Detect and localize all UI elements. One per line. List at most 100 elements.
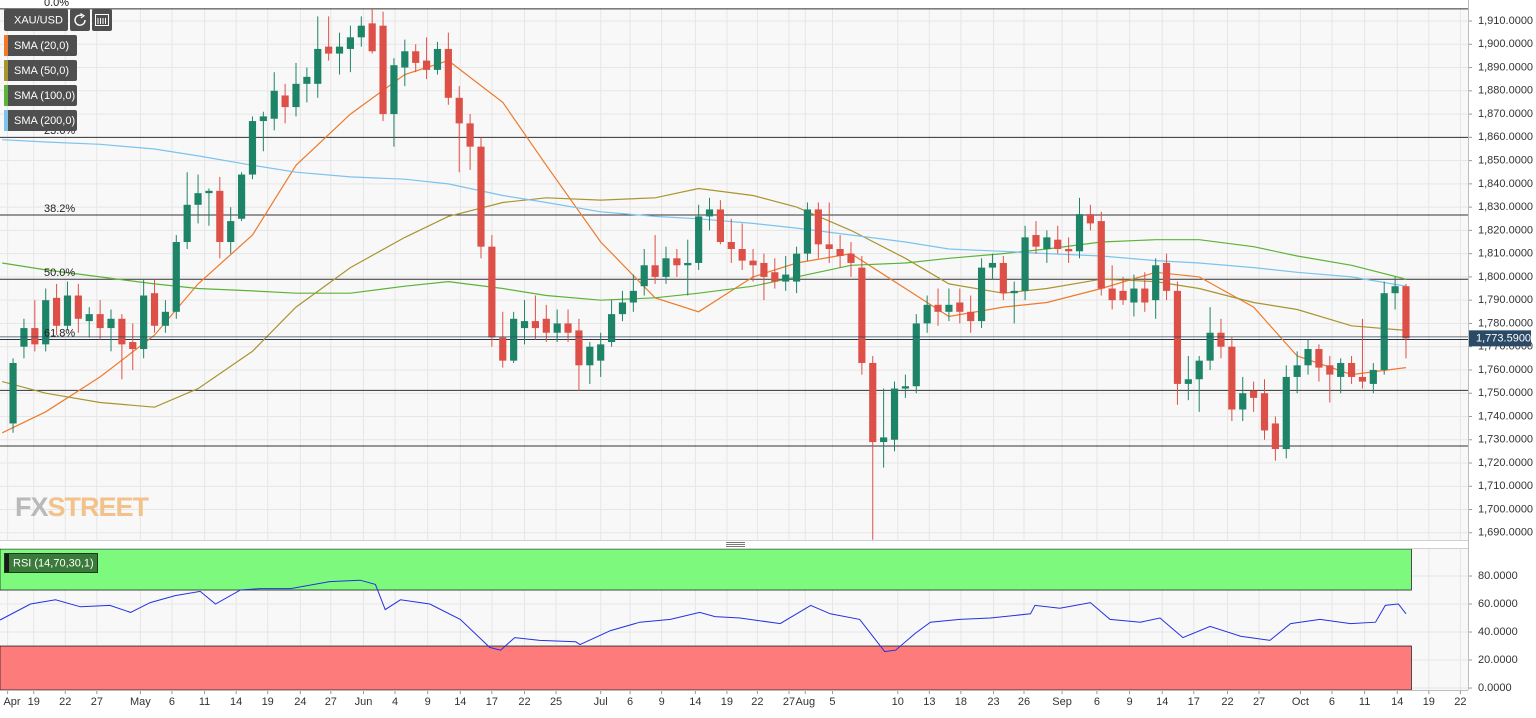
- candle-body: [814, 209, 822, 245]
- x-tick-label: 9: [659, 696, 665, 708]
- candle-body: [9, 362, 17, 424]
- candle-body: [401, 51, 409, 68]
- candle-body: [869, 362, 877, 443]
- candle-body: [760, 262, 768, 277]
- candle-body: [890, 388, 899, 440]
- candle-body: [1075, 214, 1084, 252]
- candle-body: [825, 244, 833, 249]
- indicator-legend[interactable]: SMA (100,0): [4, 85, 77, 106]
- y-tick-label: 1,720.0000: [1478, 457, 1533, 469]
- candle-body: [553, 323, 561, 333]
- y-tick-label: 1,760.0000: [1478, 364, 1533, 376]
- candle-body: [945, 304, 953, 312]
- candle-body: [1228, 346, 1236, 410]
- indicator-legend[interactable]: SMA (20,0): [4, 35, 77, 56]
- candle-body: [118, 318, 126, 345]
- y-tick-label: 1,800.0000: [1478, 271, 1533, 283]
- rsi-legend-bg: [4, 553, 98, 573]
- x-tick-label: 14: [230, 696, 242, 708]
- symbol-box[interactable]: XAU/USD: [4, 9, 68, 31]
- candle-body: [1304, 349, 1312, 366]
- candle-body: [292, 83, 300, 108]
- calendar-icon: [95, 14, 109, 26]
- candle-body: [977, 267, 986, 322]
- candle-body: [1184, 379, 1192, 384]
- rsi-legend[interactable]: RSI (14,70,30,1): [4, 553, 98, 573]
- candle-body: [1065, 248, 1073, 252]
- x-tick-label: 6: [1094, 696, 1100, 708]
- x-tick-label: Oct: [1292, 696, 1309, 708]
- y-tick-label: 1,880.0000: [1478, 85, 1533, 97]
- refresh-button[interactable]: [70, 9, 90, 31]
- candle-body: [1239, 393, 1247, 410]
- y-tick-label: 1,750.0000: [1478, 387, 1533, 399]
- refresh-icon: [74, 14, 86, 26]
- y-tick-label: 1,830.0000: [1478, 201, 1533, 213]
- candle-body: [1086, 214, 1094, 224]
- x-tick-label: 14: [1391, 696, 1403, 708]
- candle-body: [1391, 286, 1399, 294]
- candle-body: [42, 300, 50, 345]
- x-tick-label: Aug: [795, 696, 815, 708]
- panel-resize-handle[interactable]: [726, 542, 745, 547]
- candle-body: [607, 314, 616, 343]
- indicator-legend-label: SMA (20,0): [14, 40, 69, 52]
- candle-body: [499, 337, 507, 361]
- candle-body: [237, 174, 246, 219]
- candle-body: [836, 248, 844, 256]
- x-tick-label: 11: [199, 696, 210, 708]
- axes: 1,690.0000 1,700.0000 1,710.0000 1,720.0000…: [3, 0, 1533, 708]
- legend: XAU/USD SMA (20,0) SMA (50,0) SMA (100,0) S…: [4, 9, 112, 131]
- x-tick-label: 14: [454, 696, 466, 708]
- fib-label: 0.0%: [44, 0, 69, 9]
- rsi-line: [0, 579, 1407, 653]
- candle-body: [477, 146, 485, 247]
- candle-body: [1217, 332, 1225, 347]
- x-tick-label: 4: [392, 696, 398, 708]
- x-tick-label: 9: [425, 696, 431, 708]
- candle-body: [216, 190, 224, 243]
- candle-body: [967, 311, 975, 322]
- candle-body: [651, 265, 659, 277]
- candle-body: [74, 295, 82, 319]
- y-tick-label: 1,700.0000: [1478, 503, 1533, 515]
- y-tick-label: 1,890.0000: [1478, 61, 1533, 73]
- candle-body: [194, 193, 202, 205]
- x-tick-label: 27: [1253, 696, 1265, 708]
- y-tick-label: 1,780.0000: [1478, 317, 1533, 329]
- x-tick-label: 22: [518, 696, 530, 708]
- candle-body: [455, 97, 463, 124]
- main-plot-area: [0, 8, 1468, 540]
- candle-body: [1380, 293, 1388, 370]
- candle-body: [1358, 376, 1367, 382]
- y-tick-label: 60.0000: [1478, 598, 1518, 610]
- y-tick-label: 1,730.0000: [1478, 434, 1533, 446]
- refresh-icon: [80, 12, 86, 19]
- candle-body: [1119, 290, 1127, 301]
- candle-body: [368, 23, 376, 52]
- candle-body: [847, 253, 855, 263]
- x-tick-label: 27: [91, 696, 103, 708]
- candle-body: [923, 304, 931, 324]
- last-price-tag: [1469, 330, 1531, 347]
- y-tick-label: 1,870.0000: [1478, 108, 1533, 120]
- indicator-legend[interactable]: SMA (50,0): [4, 60, 77, 81]
- candle-body: [1293, 365, 1301, 377]
- candle-body: [303, 76, 311, 84]
- fib-label: 50.0%: [44, 267, 75, 279]
- indicator-legend-label: SMA (200,0): [14, 115, 75, 127]
- calendar-button[interactable]: [92, 9, 112, 31]
- sma-line: [2, 239, 1407, 301]
- x-tick-label: 25: [550, 696, 562, 708]
- x-tick-label: 11: [1359, 696, 1370, 708]
- y-tick-label: 1,740.0000: [1478, 410, 1533, 422]
- candle-body: [107, 318, 115, 329]
- candle-body: [466, 123, 474, 147]
- y-tick-label: 1,690.0000: [1478, 527, 1533, 539]
- indicator-legend[interactable]: SMA (200,0): [4, 110, 77, 131]
- candle-body: [1326, 365, 1334, 375]
- candle-body: [1337, 362, 1345, 377]
- x-tick-label: 22: [751, 696, 763, 708]
- candle-body: [281, 95, 289, 108]
- y-tick-label: 1,860.0000: [1478, 131, 1533, 143]
